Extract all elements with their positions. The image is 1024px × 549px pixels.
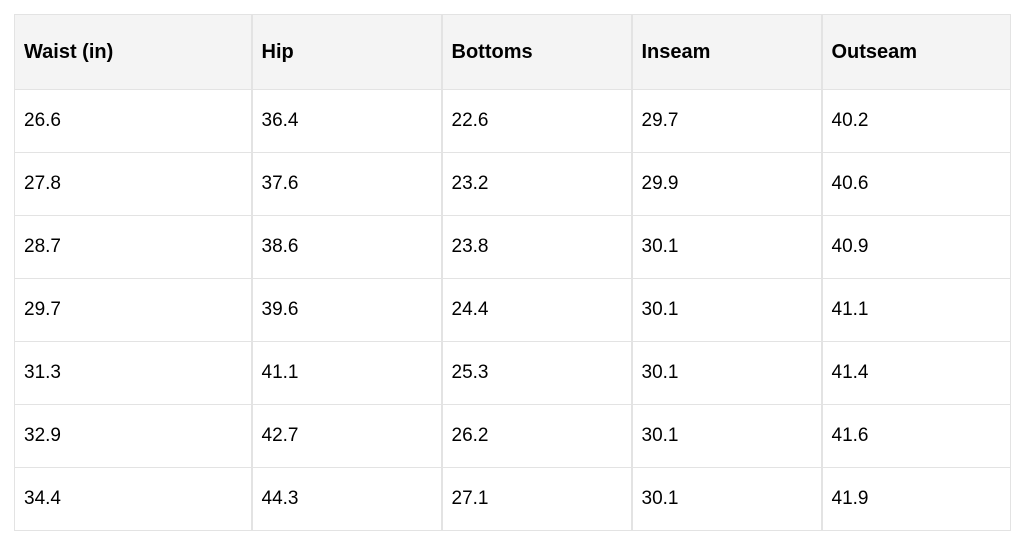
table-row: 28.7 38.6 23.8 30.1 40.9 xyxy=(14,215,1011,279)
table-cell: 30.1 xyxy=(630,467,822,531)
table-row: 31.3 41.1 25.3 30.1 41.4 xyxy=(14,341,1011,405)
table-cell: 23.8 xyxy=(440,215,632,279)
table-row: 26.6 36.4 22.6 29.7 40.2 xyxy=(14,89,1011,153)
table-cell: 41.4 xyxy=(820,341,1011,405)
table-cell: 40.9 xyxy=(820,215,1011,279)
table-cell: 41.9 xyxy=(820,467,1011,531)
table-cell: 41.6 xyxy=(820,404,1011,468)
column-header-outseam: Outseam xyxy=(820,14,1011,90)
table-row: 34.4 44.3 27.1 30.1 41.9 xyxy=(14,467,1011,531)
table-cell: 30.1 xyxy=(630,215,822,279)
table-cell: 22.6 xyxy=(440,89,632,153)
table-cell: 31.3 xyxy=(14,341,252,405)
table-cell: 27.8 xyxy=(14,152,252,216)
table-cell: 30.1 xyxy=(630,341,822,405)
table-cell: 42.7 xyxy=(250,404,442,468)
table-cell: 44.3 xyxy=(250,467,442,531)
table-cell: 29.9 xyxy=(630,152,822,216)
table-row: 29.7 39.6 24.4 30.1 41.1 xyxy=(14,278,1011,342)
table-cell: 38.6 xyxy=(250,215,442,279)
column-header-hip: Hip xyxy=(250,14,442,90)
table-cell: 26.2 xyxy=(440,404,632,468)
table-cell: 29.7 xyxy=(14,278,252,342)
size-chart-table-container: Waist (in) Hip Bottoms Inseam Outseam 26… xyxy=(14,14,1011,531)
table-cell: 41.1 xyxy=(820,278,1011,342)
table-cell: 26.6 xyxy=(14,89,252,153)
table-cell: 28.7 xyxy=(14,215,252,279)
table-cell: 30.1 xyxy=(630,278,822,342)
table-cell: 40.2 xyxy=(820,89,1011,153)
table-row: 27.8 37.6 23.2 29.9 40.6 xyxy=(14,152,1011,216)
table-cell: 27.1 xyxy=(440,467,632,531)
table-cell: 30.1 xyxy=(630,404,822,468)
table-cell: 37.6 xyxy=(250,152,442,216)
table-header-row: Waist (in) Hip Bottoms Inseam Outseam xyxy=(14,14,1011,90)
table-cell: 23.2 xyxy=(440,152,632,216)
table-cell: 34.4 xyxy=(14,467,252,531)
table-cell: 25.3 xyxy=(440,341,632,405)
table-row: 32.9 42.7 26.2 30.1 41.6 xyxy=(14,404,1011,468)
table-cell: 36.4 xyxy=(250,89,442,153)
table-cell: 29.7 xyxy=(630,89,822,153)
table-cell: 40.6 xyxy=(820,152,1011,216)
column-header-inseam: Inseam xyxy=(630,14,822,90)
column-header-bottoms: Bottoms xyxy=(440,14,632,90)
table-cell: 41.1 xyxy=(250,341,442,405)
table-cell: 39.6 xyxy=(250,278,442,342)
size-chart-table: Waist (in) Hip Bottoms Inseam Outseam 26… xyxy=(14,14,1011,531)
table-cell: 24.4 xyxy=(440,278,632,342)
column-header-waist: Waist (in) xyxy=(14,14,252,90)
table-cell: 32.9 xyxy=(14,404,252,468)
